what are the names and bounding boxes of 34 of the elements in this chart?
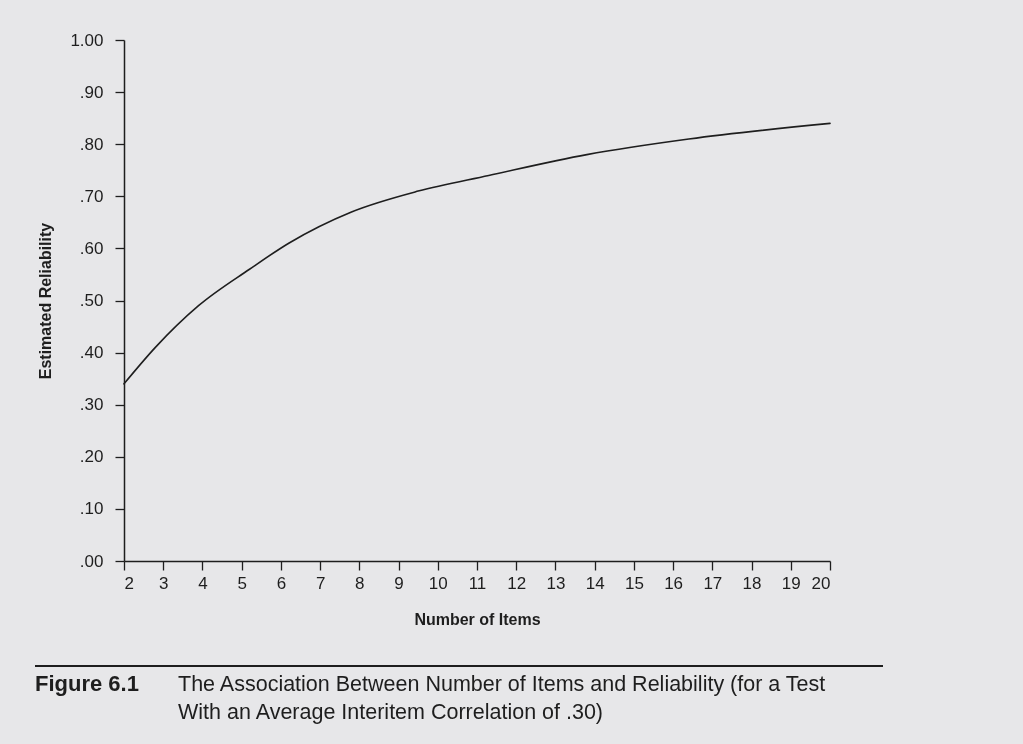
x-tick-label: 2	[124, 573, 134, 593]
x-tick-label: 17	[703, 573, 723, 593]
x-tick-label: 16	[664, 573, 684, 593]
y-tick-label: .30	[79, 395, 104, 415]
y-tick-label: .60	[79, 238, 104, 258]
x-tick-label: 5	[237, 573, 247, 593]
x-tick-label: 14	[585, 573, 605, 593]
y-tick-label: .90	[79, 82, 104, 102]
text: The Association Between Number of Items and Reliability (for a Test With an Average Interitem Correlation of .30)	[178, 671, 827, 726]
x-tick-label: 3	[158, 573, 169, 593]
x-tick-label: 15	[624, 573, 644, 593]
y-axis-title: Estimated Reliability	[37, 222, 55, 380]
x-tick-label: 7	[315, 573, 326, 593]
x-tick-label: 11	[468, 573, 487, 593]
text: Figure 6.1	[35, 670, 140, 698]
x-axis-title: Number of Items	[414, 610, 541, 628]
x-tick-label: 6	[276, 573, 287, 593]
x-tick-label: 18	[742, 573, 762, 593]
y-tick-label: .80	[79, 134, 104, 154]
y-tick-label: .40	[79, 343, 104, 363]
x-tick-label: 9	[394, 573, 404, 593]
x-tick-label: 12	[507, 573, 527, 593]
x-tick-label: 8	[355, 573, 365, 593]
y-tick-label: .20	[79, 447, 104, 467]
y-tick-label: .70	[79, 186, 104, 206]
x-tick-label: 19	[781, 573, 801, 593]
x-tick-label: 10	[428, 573, 448, 593]
x-tick-label: 4	[198, 573, 208, 593]
y-tick-label: .00	[79, 551, 104, 571]
y-tick-label: .10	[79, 499, 104, 519]
x-tick-label: 13	[546, 573, 566, 593]
y-tick-label: .50	[79, 291, 104, 310]
x-tick-label: 20	[811, 573, 831, 593]
y-tick-label: 1.00	[70, 30, 104, 50]
